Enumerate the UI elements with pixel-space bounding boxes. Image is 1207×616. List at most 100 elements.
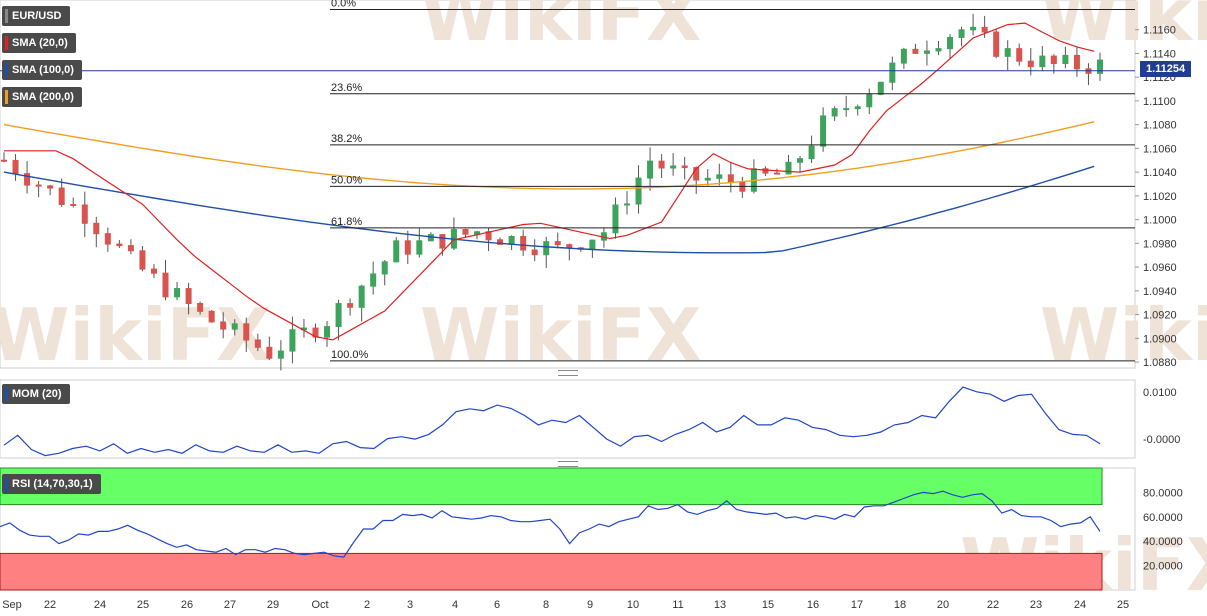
candle-body xyxy=(393,240,400,263)
price-tick-label: 1.0980 xyxy=(1143,238,1177,250)
x-axis-label: 22 xyxy=(44,599,56,611)
fib-label: 38.2% xyxy=(331,133,362,145)
fib-label: 100.0% xyxy=(331,349,369,361)
candle-body xyxy=(854,106,861,110)
sma20-line xyxy=(4,22,1095,341)
candle-body xyxy=(623,203,630,206)
x-axis-label: 24 xyxy=(1074,599,1086,611)
candle-body xyxy=(1050,55,1057,64)
fib-label: 23.6% xyxy=(331,82,362,94)
mom-label[interactable]: MOM (20) xyxy=(2,384,70,404)
candle-body xyxy=(81,204,88,224)
pane-resize-handle-2[interactable] xyxy=(558,461,578,467)
price-tick-label: 1.1160 xyxy=(1143,25,1176,37)
price-tick-label: 1.0880 xyxy=(1143,357,1177,369)
candle-body xyxy=(1062,54,1069,64)
price-tick-label: 1.1080 xyxy=(1143,120,1177,132)
candle-body xyxy=(935,48,942,52)
candle-body xyxy=(289,329,296,352)
pane-resize-handle-1[interactable] xyxy=(558,370,578,376)
candle-body xyxy=(370,273,377,287)
candle-body xyxy=(185,288,192,304)
candle-body xyxy=(508,235,515,245)
x-axis-label: 25 xyxy=(1117,599,1129,611)
price-pane xyxy=(0,0,1136,369)
candle-body xyxy=(520,235,527,251)
price-tick-label: 1.1020 xyxy=(1143,191,1177,203)
price-tick-label: 1.1040 xyxy=(1143,167,1177,179)
price-tick-label: 1.1100 xyxy=(1143,96,1176,108)
candle-body xyxy=(266,346,273,359)
candle-body xyxy=(1,159,7,162)
x-axis-label: 18 xyxy=(894,599,906,611)
candle-body xyxy=(497,239,504,245)
current-price-tag: 1.11254 xyxy=(1140,61,1192,77)
candle-body xyxy=(277,350,284,359)
fib-label: 0.0% xyxy=(331,0,356,9)
sma20-label[interactable]: SMA (20,0) xyxy=(2,33,76,53)
candle-body xyxy=(831,108,838,117)
x-axis-label: Sep xyxy=(2,599,22,611)
momentum-pane xyxy=(0,379,1136,459)
candle-body xyxy=(231,323,238,330)
rsi-oversold-zone xyxy=(0,552,1103,591)
fib-label: 50.0% xyxy=(331,174,362,186)
mom-swatch xyxy=(5,387,8,401)
candle-body xyxy=(116,243,123,247)
x-axis-label: 6 xyxy=(494,599,500,611)
candle-body xyxy=(797,158,804,163)
x-axis-label: 4 xyxy=(452,599,458,611)
x-axis-label: 16 xyxy=(807,599,819,611)
rsi-swatch xyxy=(5,477,8,491)
candle-body xyxy=(612,204,619,234)
candle-body xyxy=(12,159,19,175)
candle-body xyxy=(254,339,261,348)
x-axis-label: 24 xyxy=(94,599,106,611)
rsi-label[interactable]: RSI (14,70,30,1) xyxy=(2,474,101,494)
x-axis-label: 11 xyxy=(672,599,683,611)
candle-body xyxy=(127,245,134,252)
candle-body xyxy=(543,241,550,256)
candle-body xyxy=(716,174,723,179)
x-axis-label: 13 xyxy=(714,599,726,611)
candle-body xyxy=(174,288,181,298)
sma100-text: SMA (100,0) xyxy=(12,64,74,76)
watermark-text: WikiFX xyxy=(1040,293,1207,377)
price-tick-label: 1.0900 xyxy=(1143,333,1177,345)
candle-body xyxy=(900,48,907,64)
x-axis-label: 20 xyxy=(937,599,949,611)
candle-body xyxy=(358,285,365,308)
candle-body xyxy=(589,239,596,250)
candle-body xyxy=(785,161,792,175)
momentum-line xyxy=(3,386,1101,457)
candle-body xyxy=(947,36,954,50)
candle-body xyxy=(820,115,827,147)
candle-body xyxy=(866,93,873,108)
sma200-label[interactable]: SMA (200,0) xyxy=(2,87,82,107)
candle-body xyxy=(404,240,411,255)
candle-body xyxy=(47,185,54,189)
x-axis-label: 17 xyxy=(851,599,863,611)
rsi-overbought-zone xyxy=(0,467,1103,506)
candle-body xyxy=(139,250,146,270)
rsi-text: RSI (14,70,30,1) xyxy=(12,478,93,490)
sma100-label[interactable]: SMA (100,0) xyxy=(2,60,82,80)
candle-body xyxy=(416,240,423,255)
candle-body xyxy=(877,81,884,95)
candle-body xyxy=(208,310,215,323)
price-tick-label: 1.1000 xyxy=(1143,215,1177,227)
price-tick-label: 1.1060 xyxy=(1143,143,1177,155)
candle-body xyxy=(889,62,896,83)
x-axis-label: 15 xyxy=(762,599,774,611)
rsi-tick-label: 60.0000 xyxy=(1143,512,1183,524)
momentum-tick-label: 0.0100 xyxy=(1143,387,1177,399)
symbol-label[interactable]: EUR/USD xyxy=(2,6,70,26)
candle-body xyxy=(704,177,711,181)
candle-body xyxy=(993,31,1000,57)
candle-body xyxy=(70,203,77,206)
candle-body xyxy=(554,241,561,246)
candle-body xyxy=(347,303,354,308)
candle-body xyxy=(1039,55,1046,68)
x-axis-label: 9 xyxy=(587,599,593,611)
candle-body xyxy=(773,172,780,175)
